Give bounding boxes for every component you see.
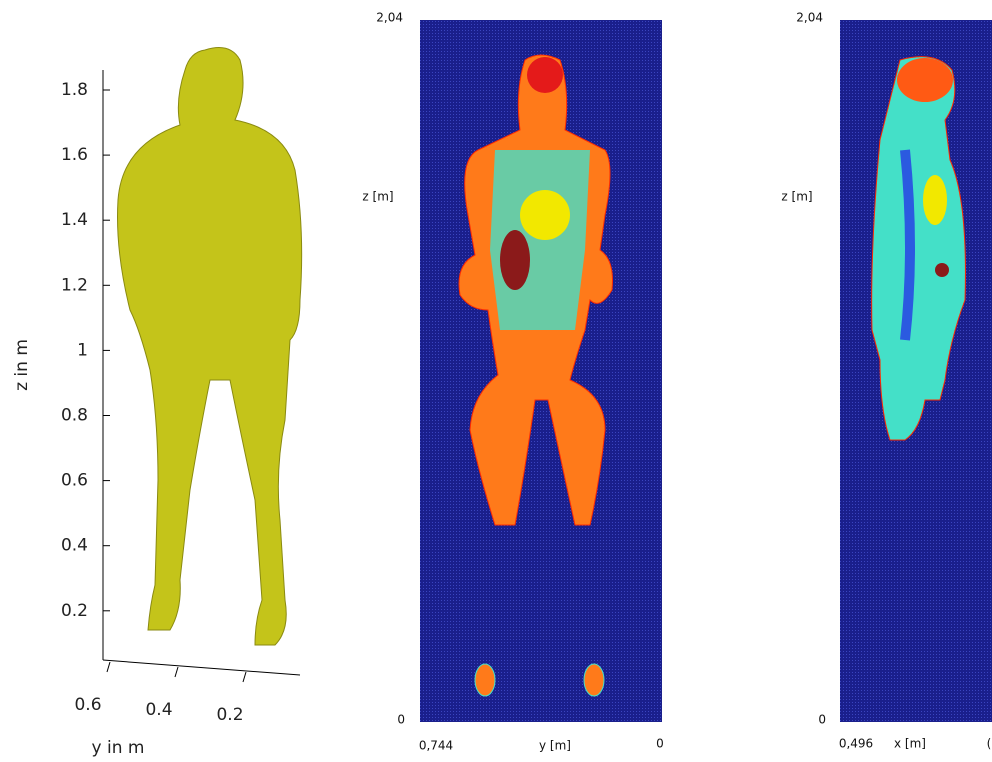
x-right-label: 0 [656,737,664,751]
y-tick [107,662,110,672]
z-tick-label: 0.4 [61,536,88,556]
organ [520,190,570,240]
z-axis-title: z [m] [781,190,812,204]
z-bottom-label: 0 [397,713,405,727]
body-3d [118,48,302,645]
panel-sagittal: 2,04 0 z [m] 0,496 x [m] ( [781,11,992,751]
x-left-label: 0,496 [839,737,873,751]
z-bottom-label: 0 [818,713,826,727]
y-tick [175,667,178,677]
z-tick-label: 1.4 [61,210,88,230]
z-tick-label: 1.8 [61,80,88,100]
z-tick-label: 0.8 [61,406,88,426]
figure: 1.8 1.6 1.4 1.2 1 0.8 0.6 0.4 0.2 0.6 0.4 0.2 z in … [0,0,992,758]
y-axis-title: y in m [92,738,145,758]
x-axis-title: y [m] [539,739,571,753]
z-tick-label: 0.2 [61,601,88,621]
y-tick-label: 0.2 [216,705,243,725]
z-axis-title: z [m] [362,190,393,204]
y-tick-label: 0.6 [74,695,101,715]
foot [584,664,604,696]
y-tick-label: 0.4 [145,700,172,720]
z-axis-title: z in m [12,339,32,391]
panel-frontal: 2,04 0 z [m] 0,744 y [m] 0 [362,11,663,753]
x-left-label: 0,744 [419,739,453,753]
x-right-label: ( [987,737,992,751]
y-axis [103,660,300,675]
z-top-label: 2,04 [796,11,823,25]
z-tick-label: 0.6 [61,471,88,491]
spine [905,150,910,340]
z-tick-label: 1.2 [61,275,88,295]
panel-3d: 1.8 1.6 1.4 1.2 1 0.8 0.6 0.4 0.2 0.6 0.4 0.2 z in … [12,48,302,758]
z-tick-label: 1.6 [61,145,88,165]
organ [935,263,949,277]
x-axis-title: x [m] [894,737,926,751]
head [527,57,563,93]
z-top-label: 2,04 [376,11,403,25]
organ [500,230,530,290]
z-tick-label: 1 [77,340,88,360]
organ [923,175,947,225]
y-tick [243,672,246,682]
foot [475,664,495,696]
head [897,58,953,102]
